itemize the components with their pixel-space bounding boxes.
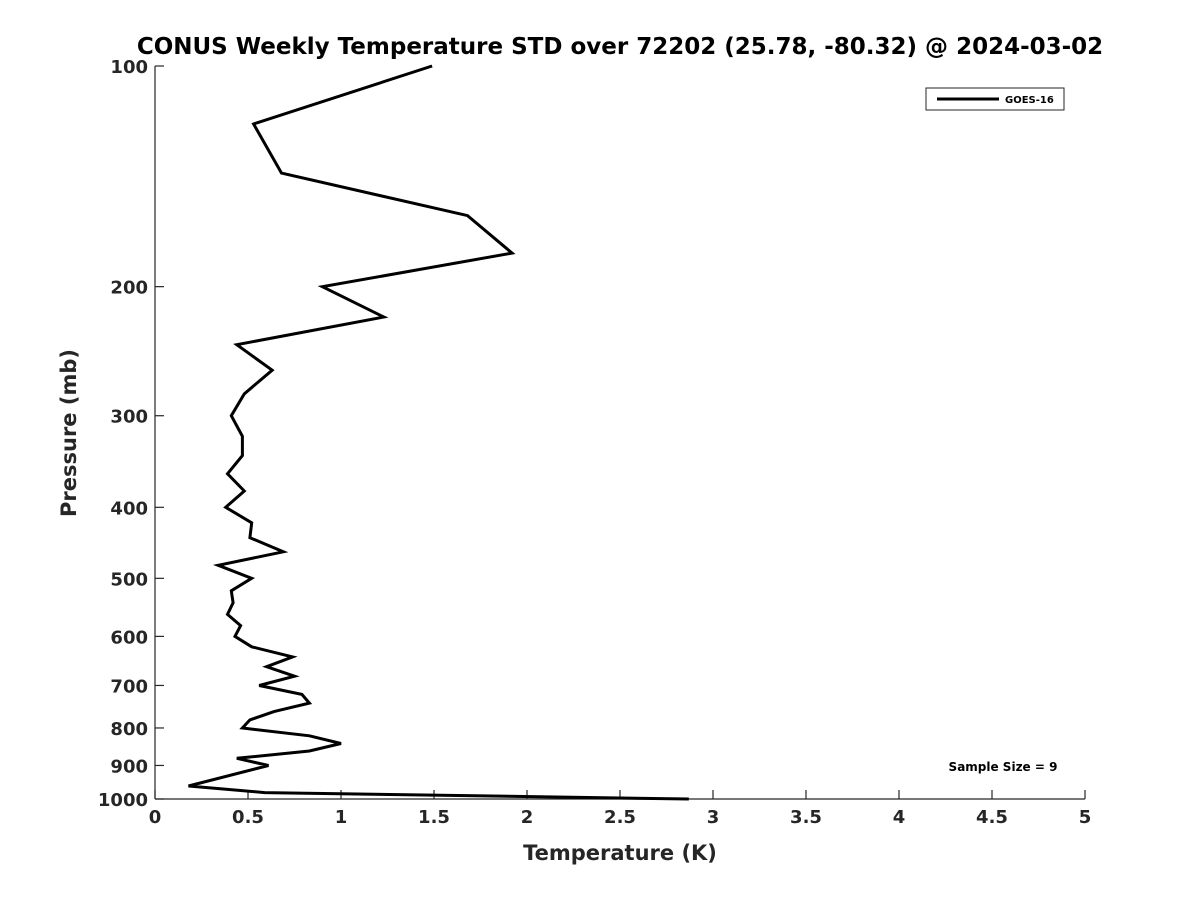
y-tick-label: 800	[110, 719, 148, 740]
sample-size-annotation: Sample Size = 9	[949, 760, 1058, 774]
series-layer	[188, 64, 689, 801]
y-tick-label: 600	[110, 627, 148, 648]
x-tick-label: 2.5	[604, 807, 636, 828]
y-tick-label: 100	[110, 57, 148, 78]
chart-title: CONUS Weekly Temperature STD over 72202 …	[137, 34, 1103, 60]
y-tick-label: 700	[110, 676, 148, 697]
y-tick-label: 200	[110, 278, 148, 299]
y-tick-label: 900	[110, 756, 148, 777]
x-tick-label: 3.5	[790, 807, 822, 828]
legend: GOES-16	[925, 87, 1065, 111]
x-tick-label: 1.5	[418, 807, 450, 828]
x-tick-label: 3	[707, 807, 720, 828]
legend-label-goes-16: GOES-16	[1005, 95, 1054, 106]
x-tick-label: 0.5	[232, 807, 264, 828]
y-tick-label: 400	[110, 498, 148, 519]
x-tick-label: 1	[335, 807, 348, 828]
y-axis-label: Pressure (mb)	[57, 349, 81, 517]
x-tick-label: 4.5	[976, 807, 1008, 828]
x-tick-label: 4	[893, 807, 906, 828]
y-tick-label: 1000	[98, 790, 148, 811]
x-axis-label: Temperature (K)	[523, 841, 717, 865]
y-tick-label: 300	[110, 407, 148, 428]
y-tick-label: 500	[110, 569, 148, 590]
series-line-goes-16	[188, 64, 689, 801]
x-tick-label: 0	[149, 807, 162, 828]
x-tick-label: 5	[1079, 807, 1092, 828]
x-tick-label: 2	[521, 807, 534, 828]
